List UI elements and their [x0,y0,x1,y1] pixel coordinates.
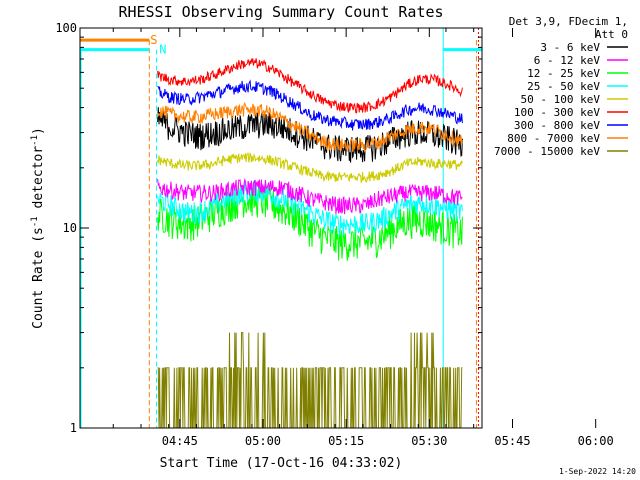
series-trace-1 [157,177,463,215]
series-trace-2 [157,183,463,261]
legend-label: 12 - 25 keV [527,67,600,80]
series-trace-6 [157,79,463,131]
y-tick-label: 100 [55,21,77,35]
y-axis-title-mid: detector [31,146,46,217]
y-tick-label: 10 [63,221,77,235]
x-tick-label: 06:00 [578,434,614,448]
legend-header-attenuator: Att 0 [595,28,628,41]
y-axis-title-main: Count Rate (s [31,227,46,329]
y-axis-title: Count Rate (s-1 detector-1) [30,127,46,329]
x-tick-label: 04:45 [162,434,198,448]
night-flag-label: N [159,43,166,57]
legend-label: 3 - 6 keV [540,41,600,54]
saa-flag-label: S [150,33,157,47]
legend-label: 50 - 100 keV [521,93,601,106]
generation-timestamp: 1-Sep-2022 14:20 [559,467,636,476]
legend-label: 800 - 7000 keV [507,132,600,145]
y-axis: 1 10 100 [55,21,482,435]
chart-title: RHESSI Observing Summary Count Rates [118,3,443,21]
legend-header-detectors: Det 3,9, FDecim 1, [509,15,628,28]
series-trace-5 [157,57,463,114]
y-axis-title-end: ) [31,127,46,135]
x-tick-label: 05:00 [245,434,281,448]
x-axis: 04:45 05:00 05:15 05:30 05:45 06:00 [112,28,614,448]
legend-label: 25 - 50 keV [527,80,600,93]
series-trace-4 [157,152,463,184]
plot-area: SN [80,28,482,429]
y-tick-label: 1 [70,421,77,435]
legend-label: 300 - 800 keV [514,119,600,132]
y-axis-title-sup1: -1 [30,216,40,227]
series-trace-7 [157,102,463,154]
y-axis-title-sup2: -1 [30,135,40,146]
x-tick-label: 05:15 [328,434,364,448]
x-tick-label: 05:45 [494,434,530,448]
x-axis-title: Start Time (17-Oct-16 04:33:02) [160,456,403,471]
series-trace-0 [157,107,463,163]
legend-label: 6 - 12 keV [534,54,601,67]
x-tick-label: 05:30 [411,434,447,448]
legend-label: 100 - 300 keV [514,106,600,119]
legend-label: 7000 - 15000 keV [494,145,600,158]
series-trace-3 [157,179,463,237]
